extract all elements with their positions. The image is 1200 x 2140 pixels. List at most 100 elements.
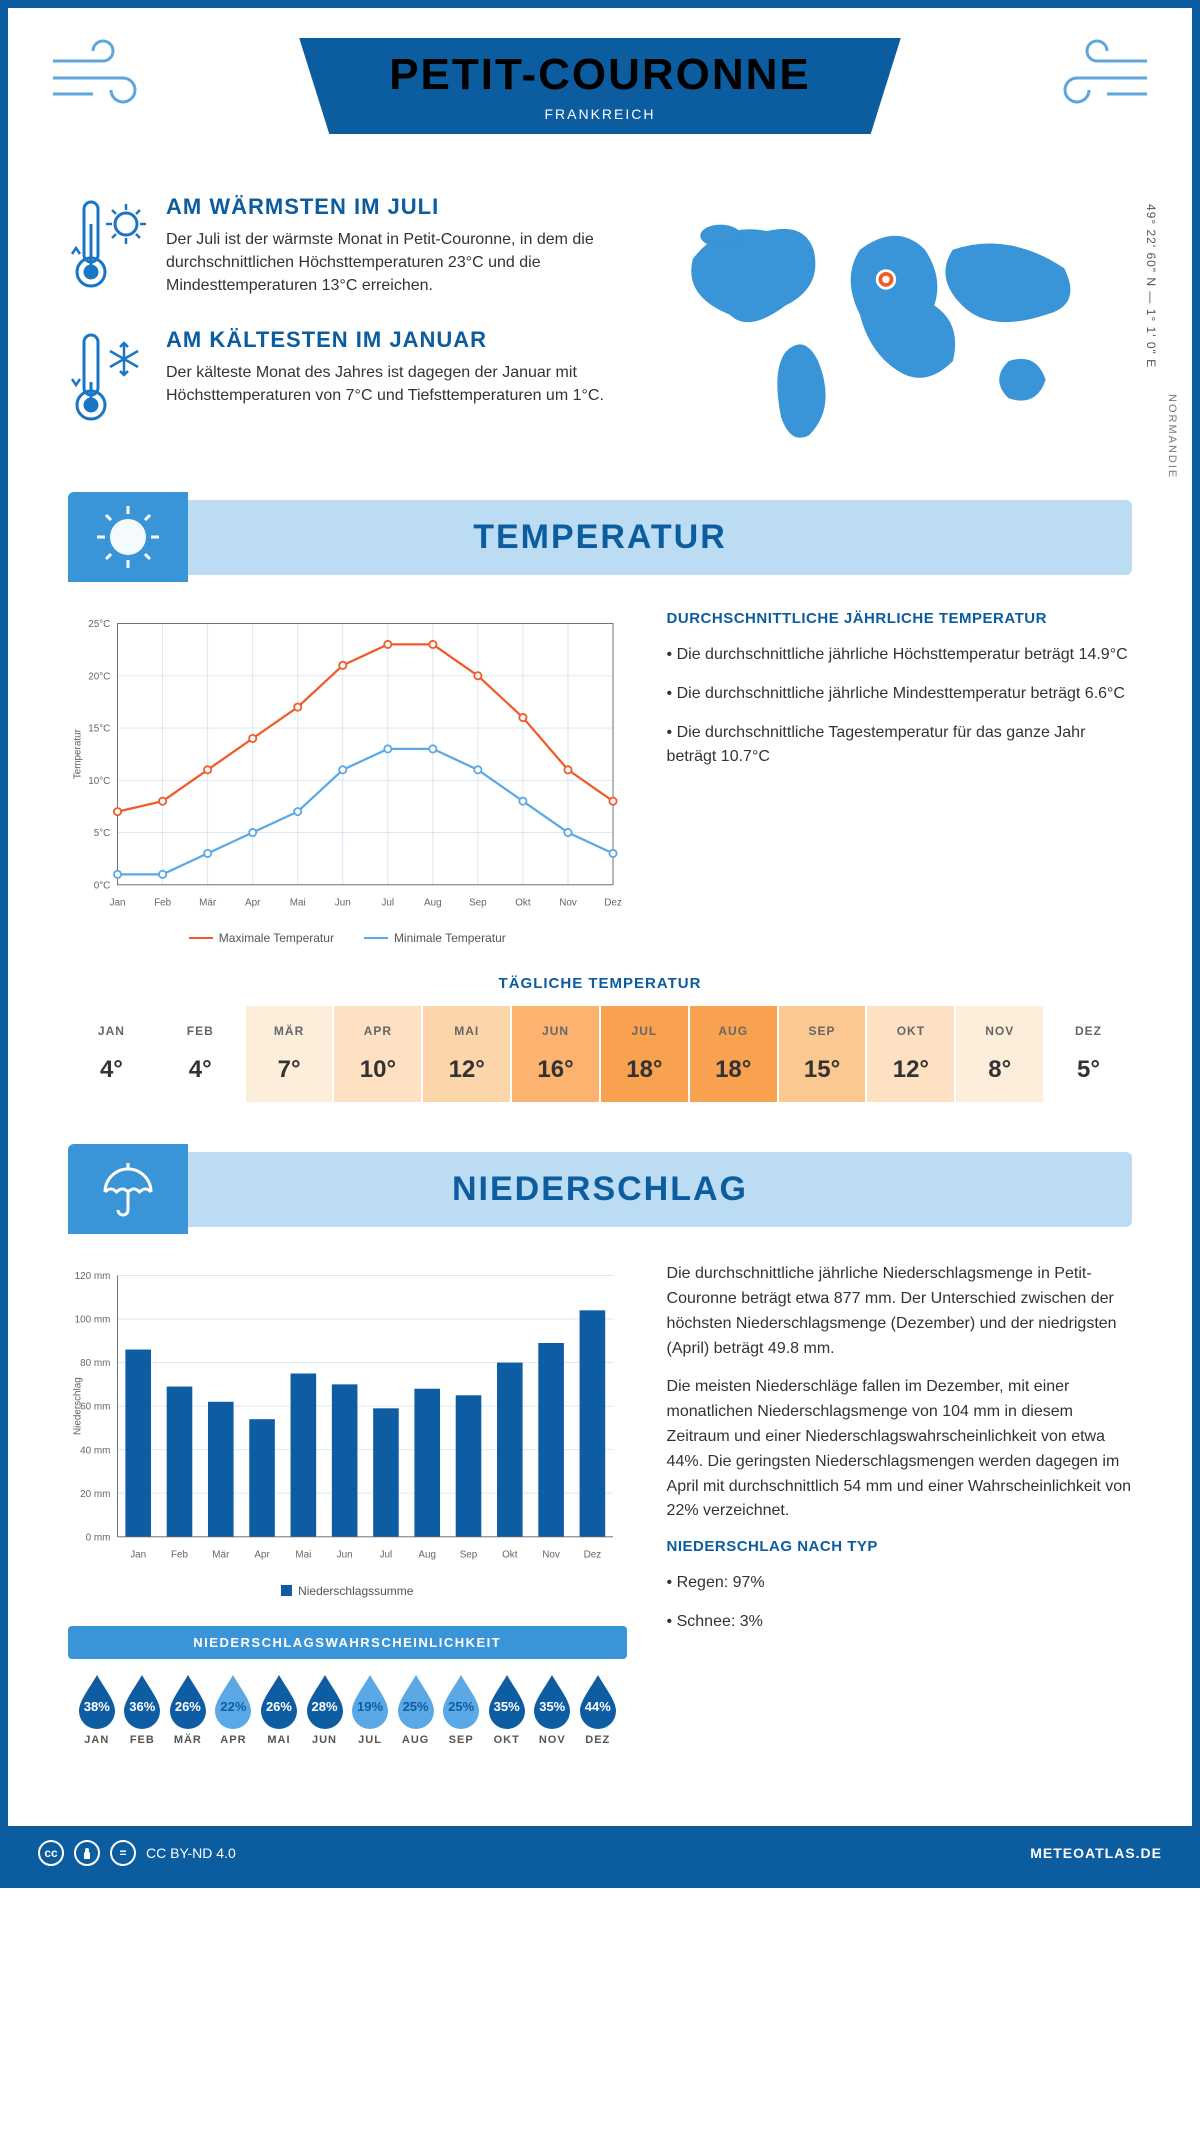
fact-title: AM KÄLTESTEN IM JANUAR bbox=[166, 327, 604, 353]
license-text: CC BY-ND 4.0 bbox=[146, 1845, 236, 1861]
precipitation-bar-chart: 0 mm20 mm40 mm60 mm80 mm100 mm120 mmJanF… bbox=[68, 1262, 627, 1755]
fact-text: Der kälteste Monat des Jahres ist dagege… bbox=[166, 361, 604, 407]
svg-text:Apr: Apr bbox=[245, 897, 261, 908]
header: PETIT-COURONNE FRANKREICH bbox=[8, 8, 1192, 154]
svg-text:Jan: Jan bbox=[110, 897, 126, 908]
svg-text:Sep: Sep bbox=[469, 897, 487, 908]
svg-text:Jun: Jun bbox=[335, 897, 351, 908]
svg-text:Okt: Okt bbox=[502, 1550, 518, 1561]
precip-drop: 19% JUL bbox=[347, 1673, 393, 1746]
precip-drop: 35% NOV bbox=[529, 1673, 575, 1746]
precip-drop: 44% DEZ bbox=[575, 1673, 621, 1746]
temperature-summary: DURCHSCHNITTLICHE JÄHRLICHE TEMPERATUR •… bbox=[667, 610, 1132, 945]
section-heading-precip: NIEDERSCHLAG bbox=[68, 1152, 1132, 1227]
summary-heading: DURCHSCHNITTLICHE JÄHRLICHE TEMPERATUR bbox=[667, 610, 1132, 627]
svg-text:Aug: Aug bbox=[418, 1550, 436, 1561]
sun-icon bbox=[68, 492, 188, 582]
bullet: • Die durchschnittliche jährliche Höchst… bbox=[667, 643, 1132, 668]
paragraph: Die meisten Niederschläge fallen im Deze… bbox=[667, 1375, 1132, 1524]
license-badges: cc = CC BY-ND 4.0 bbox=[38, 1840, 236, 1866]
precip-drop: 28% JUN bbox=[302, 1673, 348, 1746]
daily-temp-heading: TÄGLICHE TEMPERATUR bbox=[68, 975, 1132, 992]
svg-text:Jul: Jul bbox=[381, 897, 394, 908]
svg-text:10°C: 10°C bbox=[88, 776, 110, 787]
svg-text:60 mm: 60 mm bbox=[80, 1402, 110, 1413]
content: AM WÄRMSTEN IM JULI Der Juli ist der wär… bbox=[8, 154, 1192, 1826]
svg-text:15°C: 15°C bbox=[88, 724, 110, 735]
precip-drop: 25% SEP bbox=[438, 1673, 484, 1746]
precip-probability-drops: 38% JAN 36% FEB 26% MÄR 22% APR 26% MAI bbox=[68, 1659, 627, 1756]
bullet: • Schnee: 3% bbox=[667, 1610, 1132, 1635]
svg-text:Apr: Apr bbox=[254, 1550, 270, 1561]
svg-text:Dez: Dez bbox=[584, 1550, 602, 1561]
svg-text:Okt: Okt bbox=[515, 897, 531, 908]
fact-title: AM WÄRMSTEN IM JULI bbox=[166, 194, 604, 220]
coordinates: 49° 22' 60" N — 1° 1' 0" E bbox=[1144, 204, 1158, 368]
title-banner: PETIT-COURONNE FRANKREICH bbox=[299, 38, 901, 134]
svg-text:0°C: 0°C bbox=[94, 880, 111, 891]
svg-text:80 mm: 80 mm bbox=[80, 1358, 110, 1369]
svg-text:Nov: Nov bbox=[542, 1550, 560, 1561]
temp-cell: DEZ5° bbox=[1043, 1006, 1132, 1102]
svg-text:Nov: Nov bbox=[559, 897, 577, 908]
temp-cell: OKT12° bbox=[865, 1006, 954, 1102]
wind-icon bbox=[1042, 36, 1152, 121]
thermometer-snow-icon bbox=[68, 327, 148, 432]
precip-prob-heading: NIEDERSCHLAGSWAHRSCHEINLICHKEIT bbox=[68, 1626, 627, 1659]
svg-text:0 mm: 0 mm bbox=[86, 1533, 111, 1544]
section-title: TEMPERATUR bbox=[68, 518, 1132, 557]
temp-cell: SEP15° bbox=[777, 1006, 866, 1102]
precip-drop: 26% MÄR bbox=[165, 1673, 211, 1746]
precip-drop: 36% FEB bbox=[120, 1673, 166, 1746]
temp-cell: JAN4° bbox=[68, 1006, 155, 1102]
svg-text:Jul: Jul bbox=[380, 1550, 393, 1561]
svg-text:Dez: Dez bbox=[604, 897, 622, 908]
region-label: NORMANDIE bbox=[1166, 394, 1178, 479]
svg-text:100 mm: 100 mm bbox=[75, 1315, 111, 1326]
temp-cell: AUG18° bbox=[688, 1006, 777, 1102]
temp-cell: MÄR7° bbox=[244, 1006, 333, 1102]
svg-text:20 mm: 20 mm bbox=[80, 1489, 110, 1500]
svg-text:Jun: Jun bbox=[337, 1550, 353, 1561]
footer: cc = CC BY-ND 4.0 METEOATLAS.DE bbox=[8, 1826, 1192, 1880]
bullet: • Die durchschnittliche jährliche Mindes… bbox=[667, 682, 1132, 707]
svg-text:Mär: Mär bbox=[199, 897, 217, 908]
chart-legend: Niederschlagssumme bbox=[68, 1584, 627, 1598]
infographic-frame: PETIT-COURONNE FRANKREICH AM WÄRMSTEN IM… bbox=[0, 0, 1200, 1888]
fact-warmest: AM WÄRMSTEN IM JULI Der Juli ist der wär… bbox=[68, 194, 604, 299]
temp-cell: APR10° bbox=[332, 1006, 421, 1102]
svg-text:Mär: Mär bbox=[212, 1550, 230, 1561]
temp-cell: NOV8° bbox=[954, 1006, 1043, 1102]
bullet: • Regen: 97% bbox=[667, 1571, 1132, 1596]
paragraph: Die durchschnittliche jährliche Niedersc… bbox=[667, 1262, 1132, 1361]
wind-icon bbox=[48, 36, 158, 121]
section-heading-temperature: TEMPERATUR bbox=[68, 500, 1132, 575]
fact-coldest: AM KÄLTESTEN IM JANUAR Der kälteste Mona… bbox=[68, 327, 604, 432]
svg-text:120 mm: 120 mm bbox=[75, 1271, 111, 1282]
svg-text:Niederschlag: Niederschlag bbox=[73, 1378, 84, 1436]
section-title: NIEDERSCHLAG bbox=[68, 1170, 1132, 1209]
page-title: PETIT-COURONNE bbox=[389, 50, 811, 100]
chart-legend: Maximale Temperatur Minimale Temperatur bbox=[68, 931, 627, 945]
temp-cell: MAI12° bbox=[421, 1006, 510, 1102]
svg-text:Aug: Aug bbox=[424, 897, 442, 908]
fact-text: Der Juli ist der wärmste Monat in Petit-… bbox=[166, 228, 604, 298]
thermometer-sun-icon bbox=[68, 194, 148, 299]
svg-text:Feb: Feb bbox=[154, 897, 172, 908]
svg-text:Mai: Mai bbox=[290, 897, 306, 908]
page-subtitle: FRANKREICH bbox=[389, 106, 811, 122]
nd-icon: = bbox=[110, 1840, 136, 1866]
precip-drop: 35% OKT bbox=[484, 1673, 530, 1746]
intro-row: AM WÄRMSTEN IM JULI Der Juli ist der wär… bbox=[68, 194, 1132, 460]
precip-drop: 26% MAI bbox=[256, 1673, 302, 1746]
svg-text:20°C: 20°C bbox=[88, 671, 110, 682]
site-credit: METEOATLAS.DE bbox=[1030, 1845, 1162, 1861]
precip-drop: 25% AUG bbox=[393, 1673, 439, 1746]
svg-text:Mai: Mai bbox=[295, 1550, 311, 1561]
bullet: • Die durchschnittliche Tagestemperatur … bbox=[667, 721, 1132, 771]
by-icon bbox=[74, 1840, 100, 1866]
precip-drop: 22% APR bbox=[211, 1673, 257, 1746]
world-map: 49° 22' 60" N — 1° 1' 0" E NORMANDIE bbox=[644, 194, 1132, 460]
temp-cell: FEB4° bbox=[155, 1006, 244, 1102]
temp-cell: JUN16° bbox=[510, 1006, 599, 1102]
